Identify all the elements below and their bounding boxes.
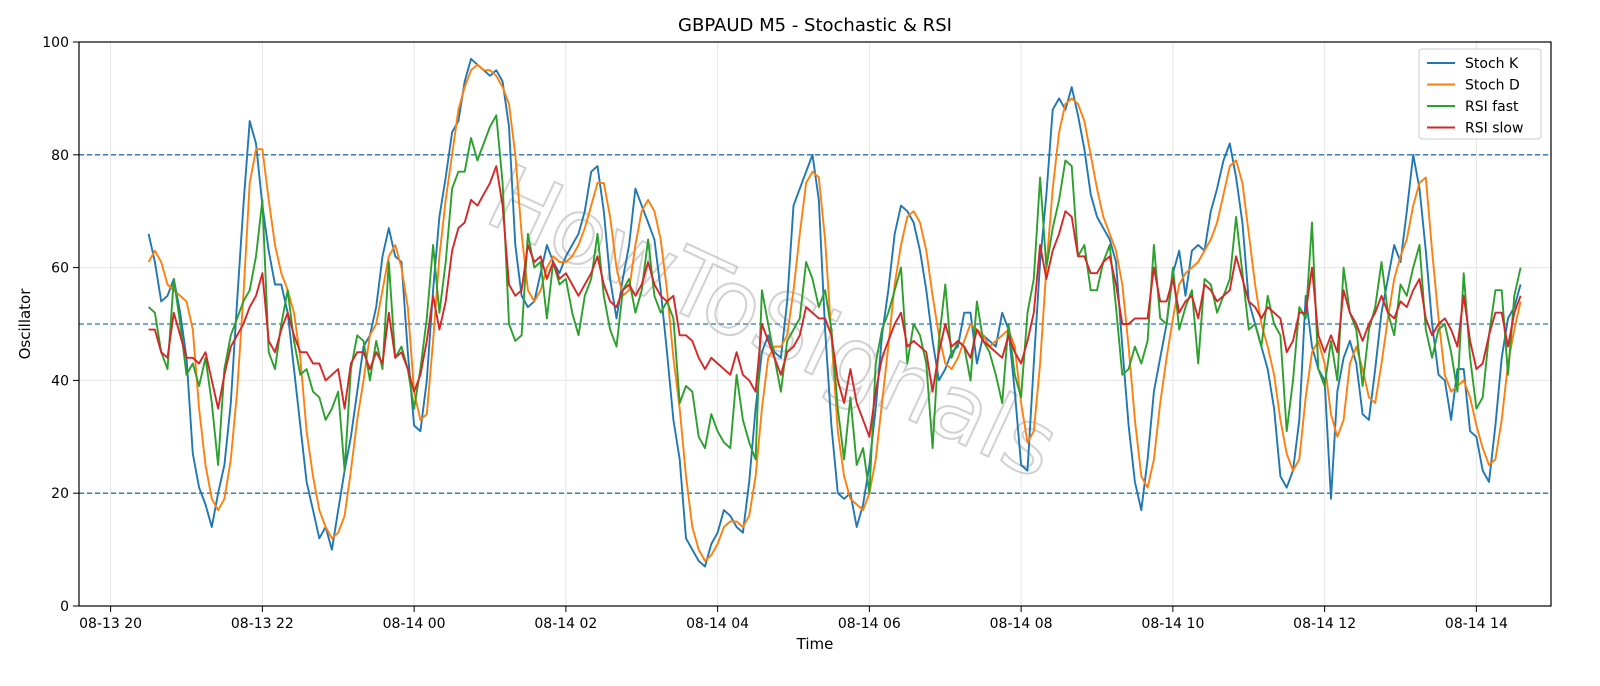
- legend-label: RSI slow: [1465, 121, 1523, 137]
- x-axis-ticks: 08-13 20 08-13 22 08-14 00 08-14 02 08-14 04…: [79, 606, 1508, 632]
- y-tick-label: 40: [51, 373, 69, 389]
- y-axis-ticks: 0 20 40 60 80 100: [42, 35, 79, 615]
- x-tick-label: 08-14 10: [1141, 616, 1204, 632]
- x-tick-label: 08-14 08: [990, 616, 1053, 632]
- y-tick-label: 80: [51, 148, 69, 164]
- legend: Stoch K Stoch D RSI fast RSI slow: [1418, 48, 1542, 140]
- plot-frame: [78, 41, 1552, 607]
- legend-box: [1418, 48, 1542, 140]
- x-axis-label: Time: [796, 635, 834, 653]
- x-tick-label: 08-14 06: [838, 616, 901, 632]
- watermark-text: HowToSignals: [472, 145, 1073, 500]
- series-line-stoch-d: [147, 63, 1522, 562]
- watermark: HowToSignals: [471, 144, 1074, 501]
- x-tick-label: 08-13 20: [79, 616, 142, 632]
- x-tick-label: 08-14 00: [383, 616, 446, 632]
- x-tick-label: 08-14 12: [1293, 616, 1356, 632]
- x-tick-label: 08-13 22: [231, 616, 294, 632]
- chart-title: GBPAUD M5 - Stochastic & RSI: [678, 15, 952, 36]
- x-tick-label: 08-14 14: [1445, 616, 1508, 632]
- y-tick-label: 60: [51, 261, 69, 277]
- legend-label: Stoch D: [1465, 78, 1520, 94]
- reference-lines: [79, 154, 1551, 494]
- legend-label: RSI fast: [1465, 99, 1519, 115]
- series-line-stoch-k: [147, 57, 1522, 568]
- series-line-rsi-slow: [148, 165, 1522, 438]
- y-tick-label: 100: [42, 35, 69, 51]
- x-tick-label: 08-14 02: [534, 616, 597, 632]
- y-tick-label: 20: [51, 486, 69, 502]
- x-tick-label: 08-14 04: [686, 616, 749, 632]
- y-axis-label: Oscillator: [16, 288, 34, 360]
- legend-label: Stoch K: [1465, 56, 1519, 72]
- series-line-rsi-fast: [147, 114, 1522, 495]
- y-tick-label: 0: [60, 599, 69, 615]
- series-lines: [147, 57, 1522, 568]
